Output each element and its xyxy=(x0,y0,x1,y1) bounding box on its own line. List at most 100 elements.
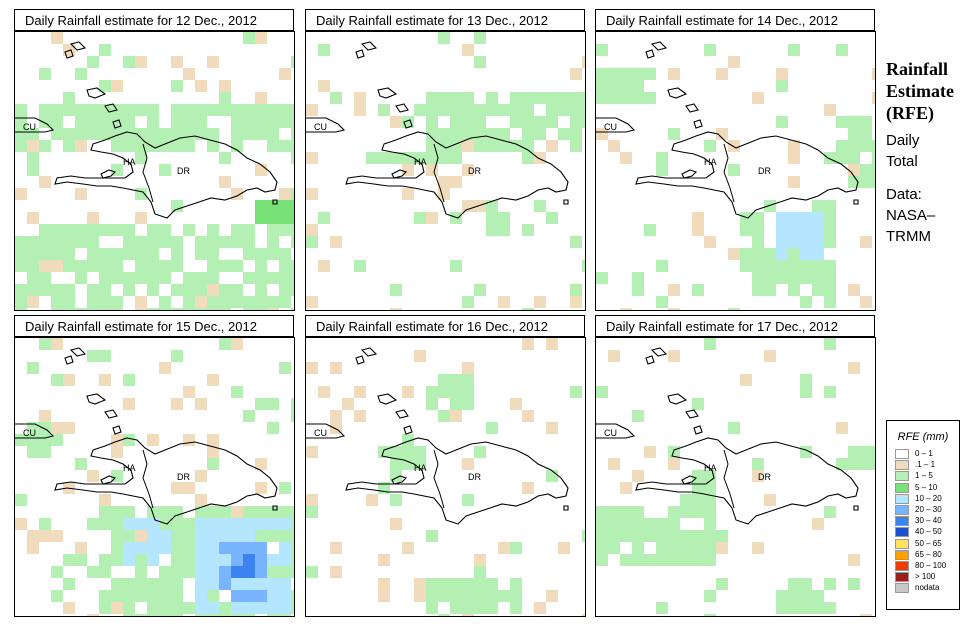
legend-label: 1 – 5 xyxy=(915,471,933,481)
rainfall-cell xyxy=(438,578,450,590)
rainfall-cell xyxy=(426,128,438,140)
rainfall-cell xyxy=(788,44,800,56)
sidebar-daily: Daily xyxy=(886,132,920,149)
coastline xyxy=(69,41,87,51)
rainfall-cell xyxy=(450,590,462,602)
coastline xyxy=(360,347,378,357)
rainfall-cell xyxy=(39,236,51,248)
rainfall-cell xyxy=(243,590,255,602)
rainfall-cell xyxy=(207,284,219,296)
rainfall-cell xyxy=(231,236,243,248)
rainfall-cell xyxy=(462,386,474,398)
rainfall-cell xyxy=(656,602,668,614)
rainfall-cell xyxy=(63,308,75,310)
rainfall-cell xyxy=(752,92,764,104)
coastline xyxy=(853,199,859,205)
rainfall-cell xyxy=(872,92,875,104)
rainfall-cell xyxy=(776,602,788,614)
rainfall-cell xyxy=(534,602,546,614)
rainfall-cell xyxy=(800,248,812,260)
rainfall-cell xyxy=(111,434,123,446)
rainfall-cell xyxy=(267,128,279,140)
rainfall-cell xyxy=(147,272,159,284)
rainfall-cell xyxy=(279,212,291,224)
rainfall-cell xyxy=(219,518,231,530)
rainfall-cell xyxy=(171,236,183,248)
rainfall-cell xyxy=(596,128,608,140)
rainfall-cell xyxy=(546,590,558,602)
rainfall-cell xyxy=(534,128,546,140)
rainfall-cell xyxy=(848,554,860,566)
rainfall-cell xyxy=(243,248,255,260)
rainfall-cell xyxy=(812,284,824,296)
rainfall-cell xyxy=(668,506,680,518)
rainfall-cell xyxy=(51,530,63,542)
coastline xyxy=(650,41,668,51)
map-canvas: CU HA DR xyxy=(596,41,875,310)
rainfall-cell xyxy=(267,116,279,128)
rainfall-cell xyxy=(123,224,135,236)
rainfall-cell xyxy=(860,116,872,128)
rainfall-cell xyxy=(450,386,462,398)
rainfall-cell xyxy=(195,614,207,616)
rainfall-cell xyxy=(716,68,728,80)
rainfall-cell xyxy=(123,614,135,616)
rainfall-cell xyxy=(87,212,99,224)
rainfall-cell xyxy=(171,248,183,260)
rainfall-cell xyxy=(27,164,39,176)
coastline xyxy=(403,119,413,129)
rainfall-cell xyxy=(255,104,267,116)
rainfall-cell xyxy=(704,554,716,566)
rainfall-cell xyxy=(39,530,51,542)
rainfall-cell xyxy=(51,236,63,248)
rainfall-cell xyxy=(231,602,243,614)
rainfall-cell xyxy=(207,296,219,308)
rainfall-cell xyxy=(752,272,764,284)
rainfall-cell xyxy=(620,482,632,494)
rainfall-cell xyxy=(450,410,462,422)
rainfall-cell xyxy=(75,188,87,200)
rainfall-cell xyxy=(111,554,123,566)
rainfall-cell xyxy=(824,578,836,590)
rainfall-cell xyxy=(135,236,147,248)
rainfall-cell xyxy=(704,44,716,56)
rainfall-cell xyxy=(390,284,402,296)
rainfall-cell xyxy=(195,590,207,602)
rainfall-cell xyxy=(63,602,75,614)
rainfall-cell xyxy=(255,128,267,140)
rainfall-cell xyxy=(692,482,704,494)
rainfall-cell xyxy=(279,614,291,616)
rainfall-cell xyxy=(462,44,474,56)
rainfall-cell xyxy=(195,80,207,92)
rainfall-cell xyxy=(207,554,219,566)
legend-swatch xyxy=(895,482,909,493)
panel-title-12-dec: Daily Rainfall estimate for 12 Dec., 201… xyxy=(14,9,294,31)
rainfall-cell xyxy=(860,176,872,188)
rainfall-cell xyxy=(267,530,279,542)
rainfall-cell xyxy=(231,104,243,116)
country-border xyxy=(723,449,735,509)
rainfall-cell xyxy=(402,188,414,200)
rainfall-cell xyxy=(510,92,522,104)
rainfall-cell xyxy=(123,116,135,128)
rainfall-cell xyxy=(99,272,111,284)
rainfall-cell xyxy=(231,116,243,128)
coastline xyxy=(853,505,859,511)
rainfall-cell xyxy=(608,68,620,80)
rainfall-cell xyxy=(354,92,366,104)
rainfall-cell xyxy=(99,518,111,530)
rainfall-cell xyxy=(147,104,159,116)
rainfall-cell xyxy=(486,578,498,590)
rainfall-cell xyxy=(123,140,135,152)
rainfall-cell xyxy=(243,542,255,554)
rainfall-cell xyxy=(620,506,632,518)
legend-item: 80 – 100 xyxy=(887,560,959,572)
rainfall-cell xyxy=(243,506,255,518)
rainfall-cell xyxy=(267,236,279,248)
rainfall-cell xyxy=(330,92,342,104)
rainfall-cell xyxy=(486,200,498,212)
legend-swatch xyxy=(895,493,909,504)
rainfall-cell xyxy=(195,296,207,308)
rainfall-cell xyxy=(147,128,159,140)
rainfall-cell xyxy=(632,284,644,296)
